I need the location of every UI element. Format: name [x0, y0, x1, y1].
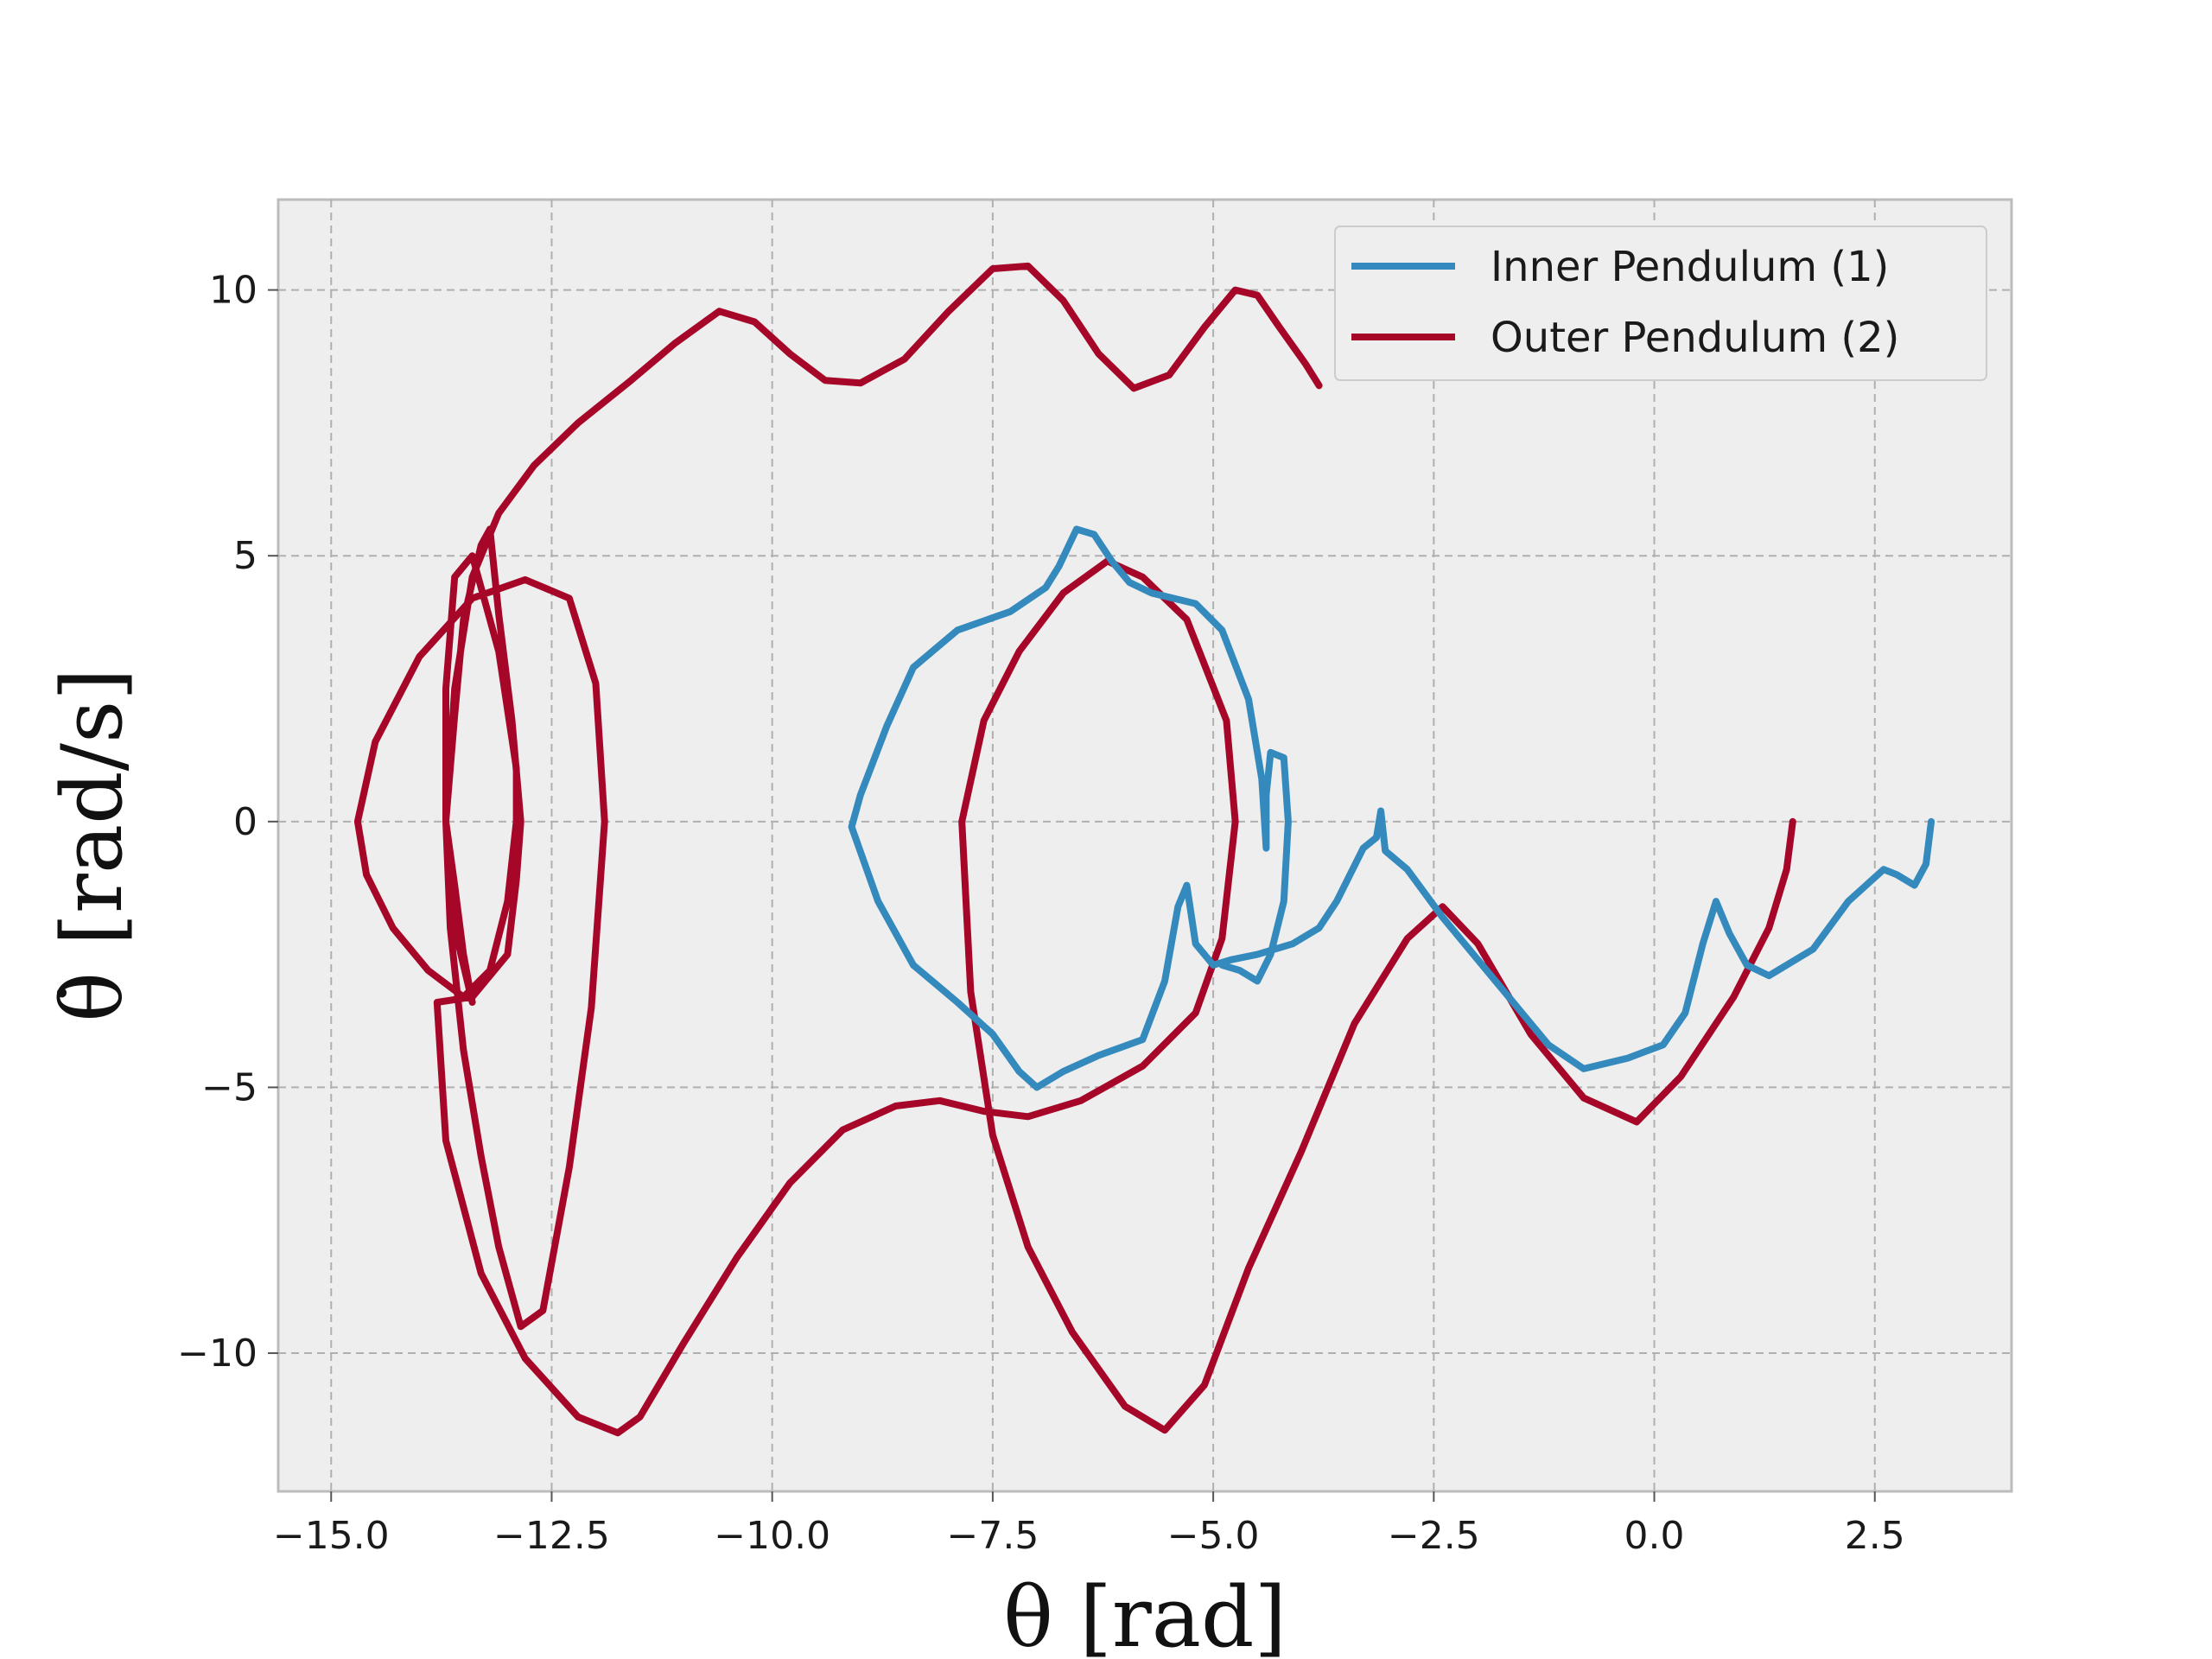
series-inner-pendulum [848, 525, 1936, 1091]
x-tick-label: −12.5 [493, 1514, 610, 1558]
plot-area [276, 198, 2013, 1493]
legend-label-outer: Outer Pendulum (2) [1491, 314, 1899, 362]
y-axis-label: θ̇ [rad/s] [44, 668, 141, 1021]
legend: Inner Pendulum (1) Outer Pendulum (2) [1334, 226, 1987, 381]
x-tick-label: 0.0 [1624, 1514, 1685, 1558]
x-tick-label: −7.5 [946, 1514, 1039, 1558]
x-tick-labels: −15.0 −12.5 −10.0 −7.5 −5.0 −2.5 0.0 2.5 [273, 1491, 1905, 1558]
x-axis-label: θ [rad] [1003, 1569, 1287, 1659]
y-tick-label: 10 [209, 269, 257, 313]
x-tick-label: −5.0 [1167, 1514, 1260, 1558]
legend-label-inner: Inner Pendulum (1) [1491, 243, 1889, 291]
x-tick-label: 2.5 [1845, 1514, 1905, 1558]
y-tick-label: 5 [233, 534, 257, 578]
series-layer [353, 262, 1936, 1437]
y-tick-labels: −10 −5 0 5 10 [177, 269, 278, 1376]
x-tick-label: −10.0 [714, 1514, 830, 1558]
y-tick-label: 0 [233, 800, 257, 844]
y-tick-label: −10 [177, 1332, 257, 1376]
legend-box [1334, 226, 1987, 381]
x-tick-label: −15.0 [273, 1514, 390, 1558]
x-tick-label: −2.5 [1388, 1514, 1480, 1558]
y-tick-label: −5 [201, 1065, 257, 1109]
